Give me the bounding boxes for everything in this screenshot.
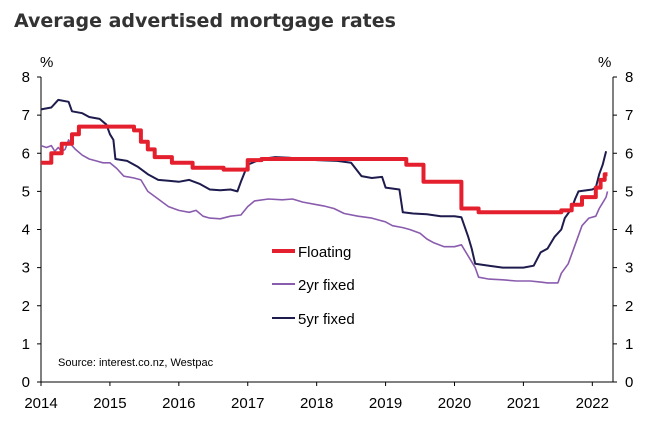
x-tick-label: 2017 xyxy=(231,395,264,412)
y-tick-label-right: 5 xyxy=(625,183,633,200)
x-tick-label: 2016 xyxy=(162,395,195,412)
legend-label-5yr-fixed: 5yr fixed xyxy=(298,311,355,328)
y-tick-label-left: 3 xyxy=(22,260,30,277)
y-tick-label-right: 1 xyxy=(625,336,633,353)
axes: 0 0 1 1 2 2 3 3 4 4 5 5 6 6 7 7 8 8 2014 2015 2016 2017 2018 20… xyxy=(22,69,634,412)
y-tick-label-right: 4 xyxy=(625,222,633,239)
legend-label-2yr-fixed: 2yr fixed xyxy=(298,277,355,294)
chart-title: Average advertised mortgage rates xyxy=(14,10,396,32)
y-tick-label-left: 6 xyxy=(22,145,30,162)
left-unit-label: % xyxy=(40,54,53,71)
source-note: Source: interest.co.nz, Westpac xyxy=(58,357,214,369)
series-line-2yr-fixed xyxy=(40,139,609,284)
y-tick-label-right: 0 xyxy=(625,374,633,391)
x-tick-label: 2014 xyxy=(24,395,57,412)
x-tick-label: 2018 xyxy=(300,395,333,412)
series-line-5yr-fixed xyxy=(40,98,608,269)
y-tick-label-right: 6 xyxy=(625,145,633,162)
x-tick-label: 2021 xyxy=(507,395,540,412)
right-unit-label: % xyxy=(598,54,611,71)
series-line-floating xyxy=(41,124,608,215)
y-tick-label-left: 0 xyxy=(22,374,30,391)
y-tick-label-right: 7 xyxy=(625,107,633,124)
y-tick-label-right: 8 xyxy=(625,69,633,86)
y-tick-label-left: 1 xyxy=(22,336,30,353)
x-tick-label: 2020 xyxy=(438,395,471,412)
y-tick-label-left: 4 xyxy=(22,222,30,239)
x-tick-label: 2022 xyxy=(576,395,609,412)
legend-label-floating: Floating xyxy=(298,244,351,261)
y-tick-label-left: 5 xyxy=(22,183,30,200)
x-tick-label: 2019 xyxy=(369,395,402,412)
y-tick-label-left: 7 xyxy=(22,107,30,124)
x-tick-label: 2015 xyxy=(93,395,126,412)
y-tick-label-left: 8 xyxy=(22,69,30,86)
y-tick-label-right: 2 xyxy=(625,298,633,315)
y-tick-label-right: 3 xyxy=(625,260,633,277)
series-layer xyxy=(40,98,609,284)
y-tick-label-left: 2 xyxy=(22,298,30,315)
legend: Floating 2yr fixed 5yr fixed xyxy=(272,244,355,328)
